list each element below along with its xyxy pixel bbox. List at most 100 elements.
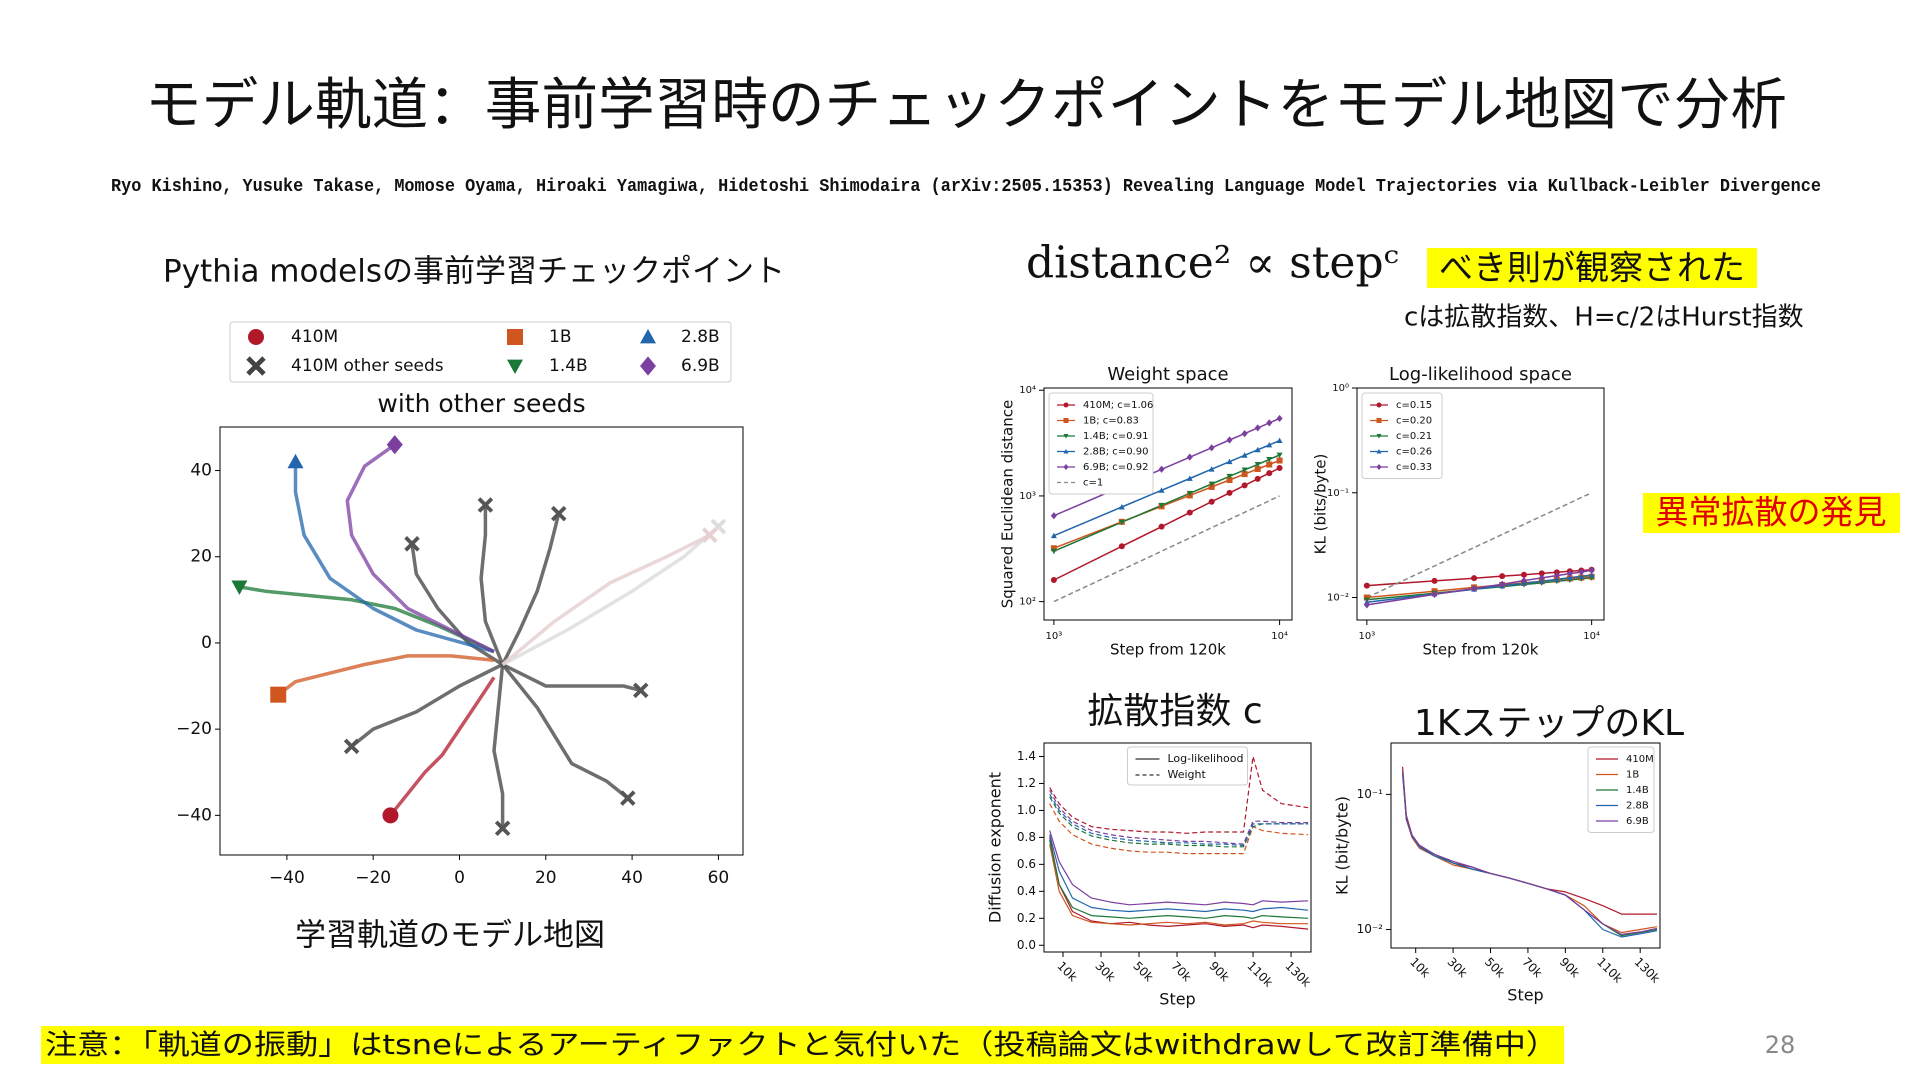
trajectory <box>492 664 505 829</box>
point <box>1186 509 1193 516</box>
highlight: べき則が観察された <box>1439 249 1745 289</box>
series-line <box>1053 439 1280 537</box>
point <box>1208 481 1215 488</box>
x-tick-label: 10⁴ <box>1271 631 1288 642</box>
point <box>1050 577 1057 584</box>
x-axis-label: Step from 120k <box>1110 641 1226 659</box>
x-axis-label: Step from 120k <box>1423 641 1539 659</box>
x-tick-label: −40 <box>269 868 305 888</box>
y-tick-label: 10⁴ <box>1019 385 1036 396</box>
chart-title: Log-likelihood space <box>1389 364 1572 385</box>
x-tick-label: 30k <box>1445 955 1471 981</box>
point <box>1208 444 1215 452</box>
legend-label: 1B <box>549 327 571 347</box>
point <box>1276 437 1283 444</box>
series-line <box>1053 495 1280 603</box>
point <box>1499 580 1506 588</box>
end-marker <box>287 453 304 469</box>
series-line <box>1366 492 1592 599</box>
authors: Ryo Kishino, Yusuke Takase, Momose Oyama… <box>111 177 1821 197</box>
y-tick-label: 0.2 <box>1017 911 1036 925</box>
legend-marker <box>507 329 523 345</box>
point <box>1431 577 1438 584</box>
point <box>1276 414 1283 423</box>
series-line <box>389 676 496 817</box>
end-marker <box>632 682 649 699</box>
x-tick-label: 40 <box>621 868 643 888</box>
legend-marker <box>1376 402 1382 408</box>
y-tick-label: 10⁰ <box>1332 383 1349 394</box>
end-marker <box>382 807 399 824</box>
x-tick-label: 110k <box>1244 959 1275 990</box>
legend-marker <box>246 356 266 376</box>
series-line <box>1049 755 1309 834</box>
legend-label: c=0.26 <box>1396 447 1432 458</box>
point <box>1266 470 1273 477</box>
legend-label: 410M; c=1.06 <box>1083 400 1153 411</box>
legend-label: c=0.21 <box>1396 431 1432 442</box>
point <box>1226 477 1233 484</box>
point <box>1158 487 1165 493</box>
legend-marker <box>1063 418 1069 423</box>
point <box>1578 568 1585 576</box>
anomaly-bg <box>1643 493 1900 533</box>
point <box>1118 519 1125 526</box>
x-tick-label: 10k <box>1407 955 1433 981</box>
legend-label: 410M other seeds <box>291 356 444 376</box>
point <box>1208 466 1215 472</box>
point <box>1566 570 1573 578</box>
trajectory <box>501 663 629 800</box>
series-line <box>1049 837 1309 930</box>
legend-marker <box>1376 449 1382 454</box>
series-line <box>293 461 495 654</box>
point <box>1186 490 1193 497</box>
series-line <box>1049 793 1309 847</box>
point <box>1471 575 1478 582</box>
legend-label: Weight <box>1168 768 1207 781</box>
anomaly: 異常拡散の発見 <box>1656 493 1887 532</box>
x-tick-label: 0 <box>454 868 465 888</box>
x-tick-label: 10³ <box>1046 631 1063 642</box>
point <box>1050 532 1057 539</box>
x-tick-label: 70k <box>1519 955 1545 981</box>
series-line <box>345 443 495 654</box>
formula: distance² ∝ stepᶜ <box>1026 238 1399 289</box>
left-caption: 学習軌道のモデル地図 <box>295 918 605 954</box>
point <box>1186 475 1193 481</box>
legend-marker <box>1376 418 1382 423</box>
point <box>1471 584 1478 593</box>
point <box>1499 573 1506 580</box>
point <box>1538 570 1545 577</box>
point <box>1254 466 1261 473</box>
end-marker <box>620 790 636 806</box>
y-tick-label: 10⁻² <box>1357 922 1384 936</box>
x-tick-label: 90k <box>1206 959 1232 985</box>
y-tick-label: 0.6 <box>1017 857 1036 871</box>
series-line <box>1049 789 1309 845</box>
legend-marker <box>1063 434 1069 439</box>
plot-frame <box>1356 387 1605 621</box>
legend-label: 1.4B <box>1626 785 1649 796</box>
legend-box <box>229 321 732 383</box>
x-tick-label: 20 <box>535 868 557 888</box>
y-tick-label: 10² <box>1019 597 1036 608</box>
y-tick-label: 0.8 <box>1017 830 1036 844</box>
y-tick-label: −20 <box>176 719 212 739</box>
legend-label: 1B <box>1626 770 1639 781</box>
legend-label: 2.8B; c=0.90 <box>1083 447 1148 458</box>
trajectory <box>501 513 561 666</box>
point <box>1186 453 1193 461</box>
end-marker <box>231 580 248 595</box>
y-tick-label: 1.0 <box>1017 803 1036 817</box>
end-marker <box>343 738 360 755</box>
series-line <box>1366 569 1592 587</box>
legend-marker <box>1063 464 1069 470</box>
legend-label: 410M <box>291 327 338 347</box>
point <box>1158 502 1165 509</box>
point <box>1266 419 1273 427</box>
y-tick-label: 0 <box>201 633 212 653</box>
series-line <box>1049 830 1309 906</box>
legend-label: 6.9B <box>1626 816 1649 827</box>
point <box>1254 424 1261 432</box>
